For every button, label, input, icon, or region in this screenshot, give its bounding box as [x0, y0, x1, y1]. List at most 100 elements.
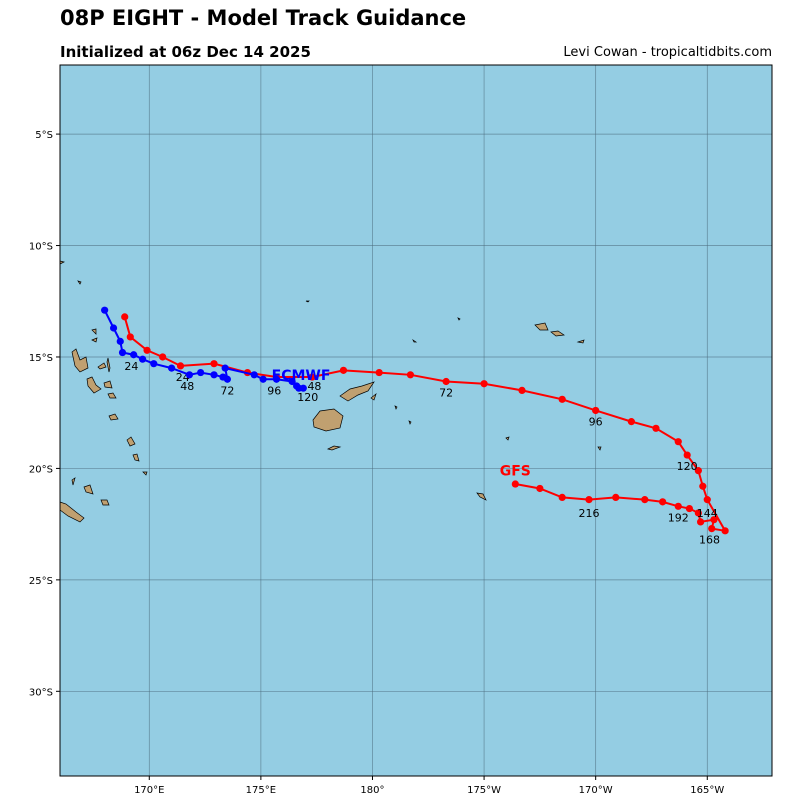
track-point	[406, 371, 415, 379]
track-point	[288, 377, 296, 386]
ocean	[60, 65, 772, 776]
lon-tick-label: 180°	[360, 785, 384, 796]
forecast-hour-label: 96	[589, 416, 603, 429]
track-point	[442, 377, 450, 386]
track-point	[197, 368, 205, 377]
track-point	[375, 368, 383, 377]
track-point	[536, 484, 544, 493]
lat-tick-label: 5°S	[35, 130, 53, 141]
island-niue	[597, 446, 602, 451]
lat-tick-label: 15°S	[29, 353, 53, 364]
island-small-1	[97, 362, 107, 370]
land	[59, 260, 602, 523]
forecast-hour-label: 144	[697, 507, 718, 520]
island-small-4	[91, 328, 97, 335]
track-point	[674, 438, 682, 446]
track-point	[176, 362, 185, 370]
island-tutuila	[550, 330, 565, 337]
island-upolu	[534, 322, 549, 331]
forecast-hour-label: 120	[297, 391, 318, 404]
track-point	[308, 373, 316, 381]
island-small-3	[107, 392, 117, 399]
track-point	[685, 504, 694, 513]
lon-tick-label: 170°E	[134, 785, 164, 796]
track-point	[710, 516, 718, 524]
forecast-hour-label: 216	[578, 507, 599, 520]
map-frame	[59, 64, 773, 777]
island-wallis	[505, 436, 510, 441]
track-point	[159, 353, 167, 361]
model-name-label: ECMWF	[272, 368, 331, 384]
track-point	[221, 364, 229, 372]
lon-tick-label: 170°W	[579, 785, 613, 796]
forecast-hour-label: 48	[180, 380, 194, 393]
track-point	[210, 371, 218, 379]
forecast-hour-label: 96	[267, 384, 281, 397]
track-point	[511, 480, 519, 488]
lon-tick-label: 165°W	[690, 785, 724, 796]
track-point	[167, 364, 176, 372]
track-point	[126, 333, 134, 341]
track-point	[683, 451, 691, 459]
island-malekula	[86, 376, 102, 394]
axis-ticks: 170°E 175°E 180° 175°W 170°W 165°W 5°S 10°S 15°S…	[29, 130, 724, 796]
island-small-5	[91, 337, 98, 343]
track-point	[699, 482, 707, 490]
island-loyalty-1	[83, 484, 94, 495]
island-samoa-small	[576, 339, 585, 344]
island-viti-levu	[312, 408, 344, 432]
forecast-hour-label: 120	[677, 460, 698, 473]
forecast-hour-label: 168	[699, 534, 720, 547]
track-point	[118, 348, 127, 357]
lat-tick-label: 30°S	[29, 687, 53, 698]
island-lau-2	[408, 420, 412, 425]
island-kadavu	[326, 445, 342, 451]
track-point	[585, 496, 593, 504]
init-time: Initialized at 06z Dec 14 2025	[60, 43, 311, 61]
graticule	[60, 65, 772, 776]
island-vanua-levu	[339, 381, 375, 402]
page-title: 08P EIGHT - Model Track Guidance	[60, 6, 467, 30]
island-small-8	[142, 471, 148, 476]
track-point	[116, 337, 124, 345]
island-tanna	[132, 453, 140, 462]
island-small-9	[77, 280, 82, 285]
island-erromango	[126, 436, 136, 447]
track-point	[641, 496, 649, 504]
track-point	[109, 324, 118, 332]
track-point	[694, 467, 702, 475]
track-point	[696, 518, 705, 526]
forecast-hour-label: 24	[124, 360, 138, 373]
track-point	[694, 509, 702, 517]
track-point	[558, 493, 566, 501]
forecast-hour-label: 192	[668, 511, 689, 524]
lon-tick-label: 175°E	[246, 785, 276, 796]
track-point	[259, 375, 267, 383]
track-point	[703, 496, 711, 504]
island-small-2	[103, 380, 113, 389]
track-point	[612, 493, 620, 501]
lat-tick-label: 20°S	[29, 464, 53, 475]
track-point	[721, 527, 729, 535]
island-small-6	[106, 357, 111, 373]
track-point	[272, 375, 281, 383]
track-point	[674, 502, 682, 510]
track-point	[627, 418, 635, 426]
forecast-hour-label: 48	[307, 380, 321, 393]
forecast-hour-label: 72	[220, 384, 234, 397]
track-point	[295, 384, 303, 392]
track-point	[592, 406, 600, 415]
island-espiritu-santo	[71, 348, 89, 373]
lat-tick-label: 25°S	[29, 576, 53, 587]
island-loyalty-2	[100, 499, 110, 506]
track-point	[480, 380, 488, 388]
track-point	[223, 375, 231, 383]
track-point	[659, 498, 667, 506]
track-point	[150, 360, 158, 368]
model-name-label: GFS	[500, 464, 531, 480]
island-small-7	[71, 477, 76, 486]
credit: Levi Cowan - tropicaltidbits.com	[563, 45, 772, 60]
